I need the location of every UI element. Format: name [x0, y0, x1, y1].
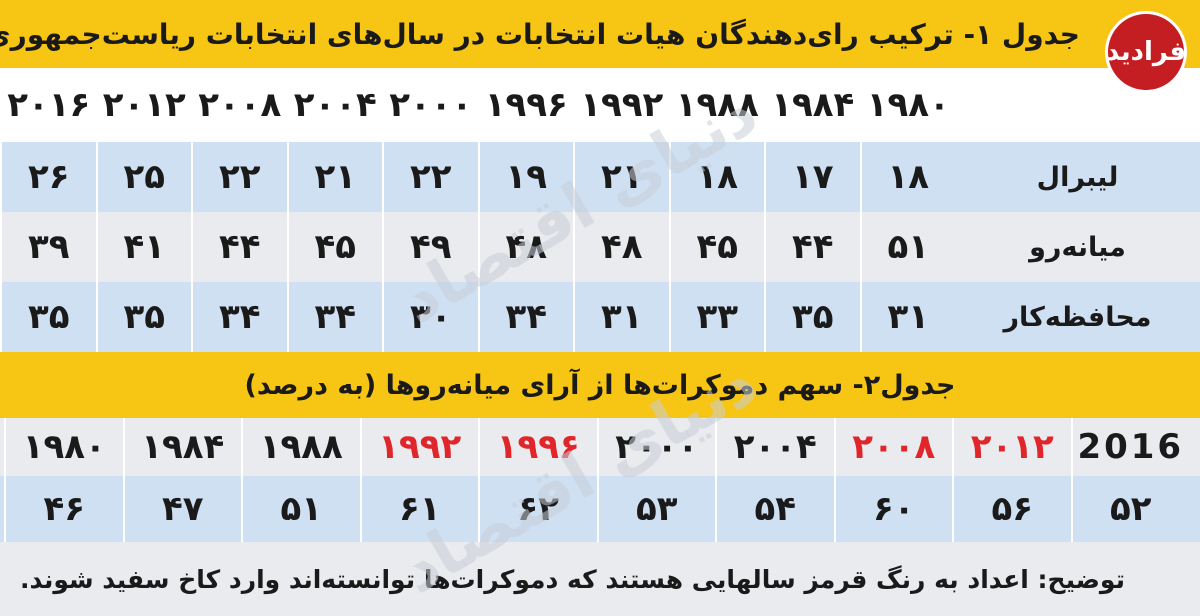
table1-cell: ۴۱ [95, 212, 192, 282]
table1-year-header: ۲۰۱۲ [95, 68, 192, 142]
table1-cell: ۴۵ [286, 212, 383, 282]
table1-year-header: ۱۹۹۲ [573, 68, 669, 142]
table1-year-header: ۱۹۸۰ [859, 68, 956, 142]
table2-year-header: ۱۹۹۶ [478, 418, 597, 476]
table1-cell: ۳۳ [668, 282, 765, 352]
table1-row-conservative [0, 282, 1200, 352]
table1-cell: ۳۵ [95, 282, 192, 352]
table1-cell: ۲۶ [0, 142, 96, 212]
logo-text: فرادید [1105, 37, 1187, 67]
fararu-logo: فرادید [1105, 14, 1187, 90]
table2-year-header: ۱۹۹۲ [359, 418, 479, 476]
table1-row-label: لیبرال [1036, 161, 1119, 193]
table1-year-header: ۲۰۰۸ [191, 68, 287, 142]
table1-cell: ۵۱ [859, 212, 956, 282]
table2-cell: ۵۴ [715, 476, 834, 542]
table1-cell: ۳۴ [286, 282, 383, 352]
table1-cell: ۳۵ [0, 282, 96, 352]
table2-year-header: ۱۹۸۴ [122, 418, 242, 476]
table2-cell: ۶۰ [833, 476, 953, 542]
table1-year-header: ۱۹۸۸ [668, 68, 765, 142]
table2-year-header: ۱۹۸۰ [4, 418, 123, 476]
table1-row-label: محافظه‌کار [1003, 301, 1152, 333]
table2-cell: ۵۲ [1070, 476, 1190, 542]
table1-cell: ۱۷ [764, 142, 860, 212]
table2-year-header: ۲۰۰۰ [596, 418, 716, 476]
table2-year-header: ۲۰۱۲ [952, 418, 1071, 476]
table1-cell: ۳۵ [764, 282, 860, 352]
table1-title: جدول ۱- ترکیب رای‌دهندگان هیات انتخابات … [0, 0, 1200, 68]
table1-cell: ۲۱ [286, 142, 383, 212]
table2-cell: ۴۶ [4, 476, 123, 542]
table1-cell: ۱۸ [859, 142, 956, 212]
table1-year-header: ۲۰۰۰ [382, 68, 478, 142]
footnote: توضیح: اعداد به رنگ قرمز سالهایی هستند ک… [0, 542, 1200, 616]
table2-cell: ۶۱ [359, 476, 479, 542]
table1-cell: ۳۱ [573, 282, 669, 352]
table2-year-header: 2016 [1070, 418, 1190, 476]
table2-year-header: ۲۰۰۴ [715, 418, 834, 476]
table2-cell: ۵۶ [952, 476, 1071, 542]
table2-year-header: ۲۰۰۸ [833, 418, 953, 476]
table1-cell: ۱۸ [668, 142, 765, 212]
table2-cell: ۵۳ [596, 476, 716, 542]
table1-cell: ۲۲ [191, 142, 287, 212]
table1-cell: ۳۰ [382, 282, 478, 352]
table1-row-label: میانه‌رو [1029, 231, 1126, 263]
table1-cell: ۴۵ [668, 212, 765, 282]
table1-year-header: ۲۰۱۶ [0, 68, 96, 142]
table1-cell: ۴۸ [477, 212, 574, 282]
table1-year-header: ۱۹۸۴ [764, 68, 860, 142]
table1-cell: ۲۵ [95, 142, 192, 212]
table1-cell: ۳۱ [859, 282, 956, 352]
table2-year-row [0, 418, 1200, 476]
table2-title: جدول۲- سهم دموکرات‌ها از آرای میانه‌روها… [0, 352, 1200, 418]
table1-cell: ۲۲ [382, 142, 478, 212]
table2-cell: ۵۱ [241, 476, 360, 542]
table1-cell: ۳۴ [191, 282, 287, 352]
table1-cell: ۴۴ [191, 212, 287, 282]
table2-year-header: ۱۹۸۸ [241, 418, 360, 476]
table2-cell: ۶۲ [478, 476, 597, 542]
table1-cell: ۴۸ [573, 212, 669, 282]
table1-cell: ۴۴ [764, 212, 860, 282]
table2-cell: ۴۷ [122, 476, 242, 542]
table1-year-header: ۲۰۰۴ [286, 68, 383, 142]
table1-row-liberal [0, 142, 1200, 212]
table1-cell: ۱۹ [477, 142, 574, 212]
table2-value-row [0, 476, 1200, 542]
table1-year-header: ۱۹۹۶ [477, 68, 574, 142]
table1-row-moderate [0, 212, 1200, 282]
table1-cell: ۴۹ [382, 212, 478, 282]
table1-cell: ۳۴ [477, 282, 574, 352]
table1-cell: ۲۱ [573, 142, 669, 212]
table1-cell: ۳۹ [0, 212, 96, 282]
table1-year-row [0, 68, 1200, 142]
